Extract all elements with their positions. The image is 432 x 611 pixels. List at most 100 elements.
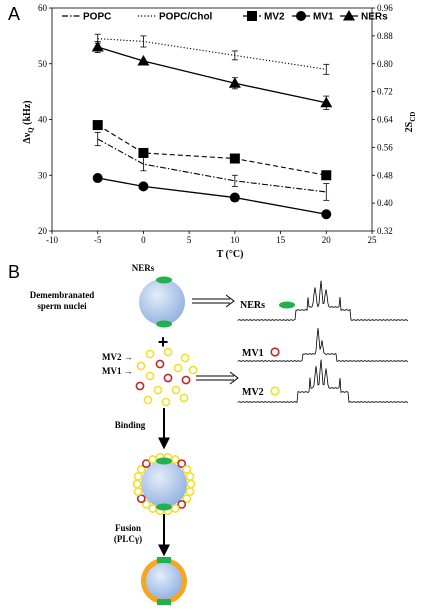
y-tick-label: 60 bbox=[38, 3, 48, 13]
series-mv1 bbox=[92, 173, 332, 220]
y2-tick-label: 0.56 bbox=[377, 142, 393, 152]
spectrum-mv1-trace bbox=[237, 328, 408, 362]
legend-marker-mv2 bbox=[247, 11, 257, 21]
series-group bbox=[91, 33, 333, 220]
mv2-vesicle bbox=[173, 363, 183, 373]
mv2-vesicle bbox=[179, 393, 189, 403]
y-axis-title-unit: (kHz) bbox=[22, 100, 33, 127]
spectrum-mv2-marker bbox=[270, 386, 280, 396]
bound-mv2-vesicle bbox=[133, 471, 143, 481]
x-tick-label: 5 bbox=[187, 235, 192, 245]
y2-tick-label: 0.96 bbox=[377, 3, 393, 13]
series-ners bbox=[91, 41, 333, 110]
plus-sign: + bbox=[158, 332, 169, 352]
mv1-vesicle bbox=[181, 375, 191, 385]
bound-mv2-vesicle bbox=[141, 500, 151, 509]
double-arrow-vesicles bbox=[196, 371, 239, 385]
bound-mv2-vesicle bbox=[133, 487, 143, 497]
mv2-vesicle bbox=[171, 385, 181, 395]
spectrum-mv1-marker bbox=[270, 347, 280, 357]
mv2-vesicle bbox=[136, 361, 146, 371]
x-axis-ticks: -10 -5 0 5 10 15 20 25 bbox=[46, 231, 377, 245]
panel-label-b: B bbox=[8, 262, 21, 282]
x-tick-label: 20 bbox=[322, 235, 332, 245]
y-tick-label: 20 bbox=[38, 226, 48, 236]
spectrum-mv1: MV1 bbox=[237, 328, 408, 362]
x-tick-label: 25 bbox=[368, 235, 378, 245]
data-point-mv2 bbox=[229, 153, 240, 164]
series-line-ners bbox=[97, 46, 327, 104]
bound-mv2-vesicle bbox=[186, 479, 196, 489]
data-point-mv1 bbox=[92, 173, 103, 184]
spectrum-ners: NERs bbox=[237, 280, 408, 321]
mv2-vesicle bbox=[188, 365, 198, 375]
y-axis-title-sub: Q bbox=[27, 127, 35, 133]
ners-cap-bound-bottom bbox=[156, 503, 172, 511]
y-tick-label: 40 bbox=[38, 115, 48, 125]
bound-mv1-vesicle bbox=[136, 494, 146, 503]
mv2-vesicle bbox=[163, 347, 173, 357]
y-tick-label: 30 bbox=[38, 170, 48, 180]
mv1-vesicle bbox=[135, 381, 145, 391]
series-line-popc-chol bbox=[97, 38, 327, 70]
mv2-vesicle bbox=[145, 371, 155, 381]
spectrum-ners-trace bbox=[237, 280, 408, 321]
bound-mv2-vesicle bbox=[148, 455, 158, 464]
y-axis-title-main: Δν bbox=[22, 132, 33, 143]
x-tick-label: 0 bbox=[141, 235, 146, 245]
legend-label-ners: NERs bbox=[361, 12, 388, 23]
legend-label-popc: POPC bbox=[83, 12, 111, 23]
y2-axis-ticks: 0.32 0.40 0.48 0.56 0.64 0.72 0.80 0.88 0.96 bbox=[372, 3, 393, 236]
y2-tick-label: 0.32 bbox=[377, 226, 393, 236]
plc-label: (PLCγ) bbox=[114, 534, 142, 544]
ners-label-top: NERs bbox=[132, 263, 155, 273]
nuclei-label-line2: sperm nuclei bbox=[37, 301, 87, 311]
y2-tick-label: 0.72 bbox=[377, 87, 393, 97]
y2-axis-title-sub: CD bbox=[409, 112, 417, 122]
ners-cap-fused-top bbox=[157, 557, 171, 563]
mv1-vesicle bbox=[155, 359, 165, 369]
bound-mv2-vesicle bbox=[170, 504, 180, 513]
spectrum-mv2-trace bbox=[237, 359, 408, 403]
y2-tick-label: 0.80 bbox=[377, 59, 393, 69]
vesicle-cluster bbox=[135, 347, 198, 407]
legend-label-mv2: MV2 bbox=[264, 12, 285, 23]
data-point-mv2 bbox=[92, 120, 103, 131]
spectrum-ners-label: NERs bbox=[240, 300, 265, 311]
demembranated-nucleus bbox=[139, 279, 185, 325]
bound-mv2-vesicle bbox=[136, 465, 146, 474]
data-point-mv1 bbox=[321, 209, 332, 220]
ners-cap-top bbox=[156, 276, 172, 284]
nuclei-label-line1: Demembranated bbox=[30, 290, 95, 300]
bound-mv2-vesicle bbox=[182, 465, 192, 474]
data-point-mv2 bbox=[321, 170, 332, 181]
bound-mv2-vesicle bbox=[185, 487, 195, 497]
bound-mv2-vesicle bbox=[185, 471, 195, 481]
bound-mv1-vesicle bbox=[177, 459, 187, 468]
spectrum-ners-marker bbox=[279, 301, 295, 309]
bound-mv2-vesicle bbox=[170, 455, 180, 464]
y2-axis-title-main: 2S bbox=[404, 121, 415, 132]
data-point-ners bbox=[228, 77, 241, 88]
y2-tick-label: 0.40 bbox=[377, 198, 393, 208]
mv2-vesicle bbox=[145, 349, 155, 359]
x-tick-label: 10 bbox=[230, 235, 240, 245]
y-tick-label: 50 bbox=[38, 59, 48, 69]
data-point-mv1 bbox=[138, 181, 149, 192]
legend-marker-mv1 bbox=[296, 11, 306, 21]
mv2-vesicle bbox=[180, 353, 190, 363]
bound-mv2-vesicle bbox=[132, 479, 142, 489]
y-axis-title: ΔνQ (kHz) bbox=[22, 100, 35, 143]
series-line-mv1 bbox=[97, 177, 327, 215]
double-arrow-nucleus bbox=[192, 294, 235, 308]
series-popc bbox=[94, 131, 330, 201]
bound-mv1-vesicle bbox=[141, 459, 151, 468]
mv2-vesicle bbox=[153, 385, 163, 395]
ners-cap-fused-bottom bbox=[157, 599, 171, 605]
spectrum-mv2-label: MV2 bbox=[242, 387, 264, 398]
bound-mv1-vesicle bbox=[177, 500, 187, 509]
series-mv2 bbox=[92, 120, 332, 181]
series-popc-chol bbox=[94, 33, 330, 75]
spectrum-mv2: MV2 bbox=[237, 359, 408, 403]
